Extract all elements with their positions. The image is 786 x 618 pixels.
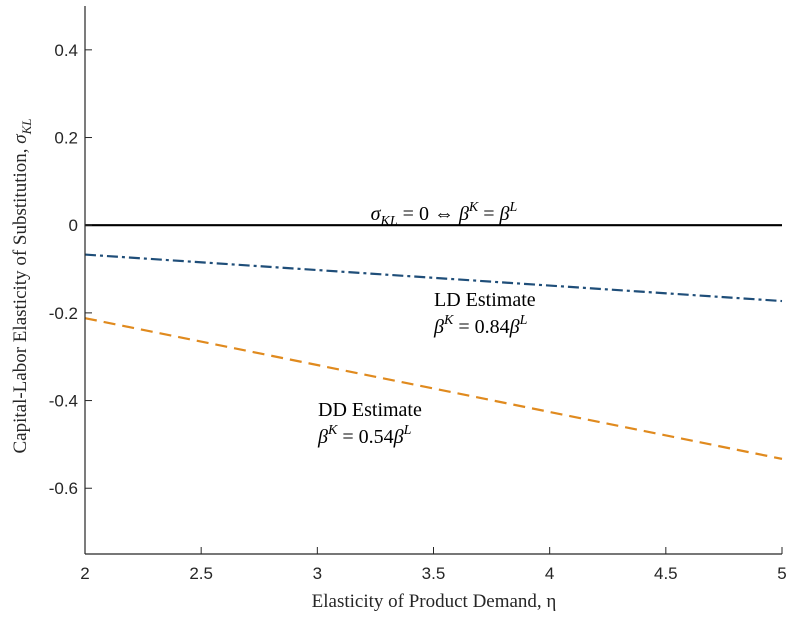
plot-marks [84,224,783,460]
y-axis-ticks: 0.4 0.2 0 -0.2 -0.4 -0.6 [49,41,92,498]
y-tick-label: -0.6 [49,479,78,498]
x-tick-label: 4.5 [654,564,678,583]
x-axis-title: Elasticity of Product Demand, η [312,591,557,612]
axes [84,6,782,555]
zero-line-label: σKL = 0 ⇔ βK = βL [371,200,518,229]
x-tick-label: 3.5 [422,564,446,583]
x-tick-label: 2.5 [189,564,213,583]
x-tick-label: 4 [545,564,554,583]
y-tick-label: 0.4 [54,41,78,60]
y-tick-label: -0.4 [49,392,78,411]
y-axis-title-sigma: σ [10,134,31,144]
x-axis-ticks: 2 2.5 3 3.5 4 4.5 5 [80,547,786,583]
ld-estimate-title: LD Estimate [434,289,536,311]
y-tick-label: 0 [69,216,78,235]
y-axis-title-main: Capital-Labor Elasticity of Substitution… [10,144,31,454]
y-axis-title: Capital-Labor Elasticity of Substitution… [10,118,34,453]
x-tick-label: 5 [777,564,786,583]
x-tick-label: 3 [313,564,322,583]
dd-estimate-title: DD Estimate [318,399,422,421]
ld-estimate-formula: βK = 0.84βL [433,313,528,338]
series-line-ld [84,253,783,303]
y-tick-label: 0.2 [54,129,78,148]
series-line-dd [84,317,783,460]
y-axis-title-sub: KL [19,118,34,135]
dd-estimate-formula: βK = 0.54βL [317,423,412,448]
x-tick-label: 2 [80,564,89,583]
y-tick-label: -0.2 [49,304,78,323]
